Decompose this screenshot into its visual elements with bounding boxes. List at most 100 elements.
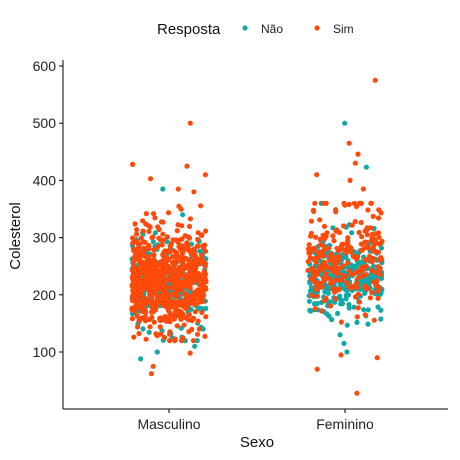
point-sim — [356, 200, 362, 206]
point-sim — [308, 218, 314, 224]
point-sim — [377, 266, 383, 273]
point-sim — [153, 265, 159, 271]
point-sim — [136, 274, 142, 280]
point-sim — [359, 273, 365, 279]
point-sim — [159, 242, 165, 248]
legend-marker-nao — [242, 25, 248, 31]
point-sim — [360, 186, 366, 192]
point-sim — [359, 247, 365, 253]
point-sim — [355, 275, 361, 281]
point-sim — [174, 312, 180, 318]
point-sim — [175, 239, 181, 245]
point-sim — [152, 280, 159, 286]
point-sim — [135, 278, 141, 284]
point-sim — [363, 257, 369, 263]
point-sim — [174, 323, 180, 329]
point-sim — [129, 316, 135, 322]
point-sim — [155, 286, 161, 292]
point-sim — [169, 254, 175, 260]
point-sim — [349, 222, 355, 228]
point-sim — [160, 288, 166, 294]
point-sim — [352, 294, 359, 300]
point-sim — [346, 283, 352, 290]
point-sim — [313, 293, 319, 299]
point-nao — [307, 288, 314, 294]
point-sim — [370, 213, 376, 219]
point-nao — [311, 301, 317, 307]
point-sim — [180, 303, 186, 309]
point-sim — [363, 286, 369, 292]
point-sim — [163, 259, 169, 265]
point-sim — [185, 243, 191, 249]
point-sim — [369, 289, 375, 296]
point-sim — [174, 228, 180, 234]
point-sim — [176, 270, 182, 276]
point-sim — [147, 290, 153, 296]
point-sim — [325, 245, 332, 251]
point-sim — [366, 245, 372, 251]
point-sim — [199, 294, 205, 300]
point-sim — [371, 317, 377, 323]
point-sim — [161, 303, 167, 309]
legend-marker-sim — [314, 25, 320, 31]
point-sim — [190, 316, 196, 322]
point-nao — [154, 349, 160, 355]
point-sim — [131, 237, 137, 243]
point-sim — [313, 279, 319, 285]
point-sim — [366, 253, 373, 259]
point-sim — [314, 271, 320, 277]
point-sim — [342, 202, 348, 208]
point-nao — [150, 239, 156, 245]
point-sim — [189, 280, 196, 286]
point-sim — [160, 231, 166, 237]
point-sim — [160, 219, 166, 225]
point-sim — [323, 270, 329, 276]
point-sim — [312, 306, 318, 312]
point-sim — [151, 319, 157, 325]
point-nao — [357, 280, 363, 286]
point-sim — [175, 293, 181, 299]
point-sim — [310, 246, 316, 252]
point-sim — [141, 283, 147, 289]
point-sim — [173, 258, 179, 264]
point-sim — [140, 228, 146, 234]
point-sim — [130, 161, 136, 167]
point-sim — [376, 207, 382, 213]
point-sim — [179, 236, 185, 242]
point-sim — [192, 309, 198, 315]
point-sim — [183, 263, 189, 269]
point-sim — [371, 242, 377, 249]
point-sim — [354, 285, 360, 291]
point-sim — [311, 256, 317, 262]
point-nao — [343, 296, 349, 302]
point-sim — [148, 371, 154, 377]
point-sim — [202, 276, 208, 282]
point-nao — [341, 269, 347, 275]
point-sim — [358, 241, 364, 247]
point-sim — [155, 244, 161, 250]
point-sim — [137, 293, 143, 299]
point-sim — [143, 336, 149, 342]
point-sim — [359, 234, 365, 240]
point-sim — [331, 238, 337, 244]
point-nao — [160, 186, 166, 192]
point-sim — [146, 223, 152, 229]
point-sim — [372, 77, 378, 83]
point-sim — [163, 265, 169, 271]
point-sim — [180, 243, 186, 249]
point-sim — [340, 263, 346, 269]
point-sim — [373, 269, 379, 275]
point-sim — [194, 331, 201, 337]
point-sim — [136, 253, 142, 259]
point-sim — [374, 282, 380, 288]
point-sim — [369, 259, 375, 265]
point-sim — [187, 216, 193, 222]
point-sim — [139, 315, 145, 321]
point-sim — [375, 215, 382, 221]
point-sim — [179, 311, 185, 317]
point-nao — [346, 305, 352, 311]
point-sim — [193, 296, 199, 302]
point-sim — [193, 276, 199, 283]
point-sim — [159, 259, 166, 265]
point-sim — [367, 295, 373, 301]
